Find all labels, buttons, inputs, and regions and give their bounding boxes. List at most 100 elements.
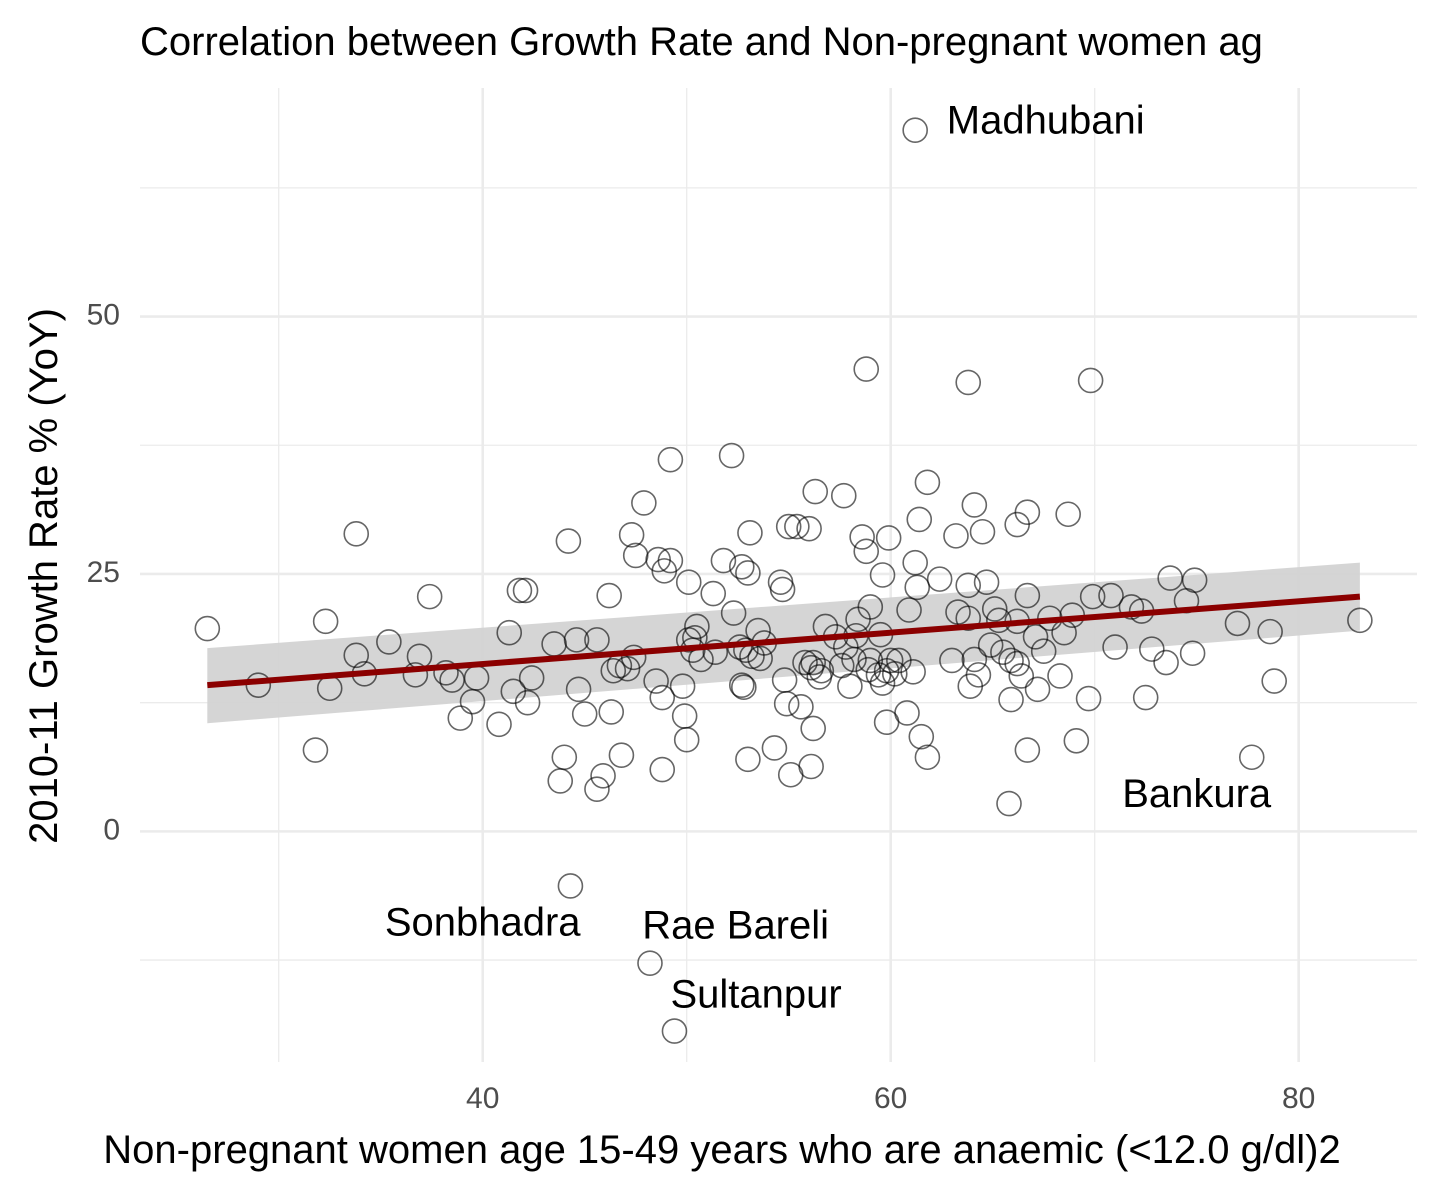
- data-point: [671, 703, 698, 729]
- data-point: [830, 482, 857, 509]
- data-point: [808, 657, 835, 684]
- trend-line-layer: [207, 593, 1361, 689]
- data-point: [700, 580, 727, 607]
- point-annotation: Madhubani: [947, 99, 1145, 143]
- data-point: [1047, 663, 1073, 689]
- data-point: [563, 627, 590, 653]
- data-point: [433, 660, 459, 686]
- data-point: [798, 753, 824, 780]
- annotations-layer: Madhubani Bankura Sonbhadra Rae Bareli Sulta…: [385, 99, 1272, 1017]
- data-point: [1118, 594, 1145, 620]
- data-point: [518, 665, 545, 691]
- data-point: [955, 572, 982, 599]
- data-point: [735, 746, 761, 773]
- data-point: [853, 356, 880, 382]
- data-point: [1030, 638, 1057, 664]
- data-point: [557, 873, 584, 899]
- x-tick-label: 60: [874, 1082, 907, 1115]
- data-point: [1132, 684, 1159, 711]
- data-point: [600, 657, 627, 684]
- data-point: [965, 662, 992, 688]
- data-point: [622, 542, 649, 569]
- data-point: [1014, 499, 1041, 525]
- data-point: [792, 649, 818, 676]
- data-point: [761, 735, 788, 761]
- data-point: [969, 518, 996, 545]
- data-point: [849, 524, 875, 550]
- data-point: [788, 693, 814, 720]
- data-point: [800, 649, 826, 676]
- data-point: [837, 673, 863, 699]
- data-point: [939, 647, 965, 674]
- data-point: [906, 506, 933, 533]
- data-point: [961, 646, 988, 673]
- data-point: [728, 553, 755, 580]
- data-point: [902, 549, 928, 576]
- data-point: [775, 513, 802, 540]
- data-point: [1102, 634, 1128, 660]
- data-point: [649, 684, 676, 711]
- data-point: [643, 668, 669, 694]
- data-point: [1075, 685, 1102, 712]
- tick-labels-layer: 40 60 80 0 25 50: [87, 298, 1316, 1115]
- data-point: [343, 521, 370, 547]
- data-point: [986, 607, 1012, 634]
- data-point: [649, 756, 676, 783]
- x-axis-label: Non-pregnant women age 15-49 years who a…: [103, 1128, 1340, 1172]
- data-point: [1257, 618, 1283, 645]
- data-point: [547, 768, 574, 794]
- data-point: [1079, 583, 1106, 610]
- data-point: [869, 562, 896, 588]
- data-point: [1098, 582, 1124, 609]
- data-point: [416, 583, 443, 610]
- data-point: [733, 637, 759, 663]
- data-point: [998, 647, 1024, 674]
- data-point: [747, 645, 773, 672]
- data-point: [1014, 582, 1041, 609]
- data-point: [769, 576, 796, 603]
- data-point: [902, 117, 928, 144]
- data-point: [673, 726, 700, 753]
- data-point: [998, 686, 1024, 713]
- data-point: [737, 519, 763, 546]
- data-point: [955, 369, 982, 396]
- data-point: [1014, 737, 1041, 763]
- data-point: [798, 654, 824, 681]
- chart-title: Correlation between Growth Rate and Non-…: [140, 20, 1263, 64]
- data-point: [598, 699, 625, 725]
- x-tick-label: 80: [1282, 1082, 1315, 1115]
- point-annotation: Rae Bareli: [642, 904, 829, 948]
- data-point: [996, 790, 1022, 817]
- data-point: [402, 662, 429, 688]
- data-point: [977, 632, 1004, 658]
- data-point: [773, 690, 800, 717]
- data-point: [302, 737, 329, 763]
- data-point: [571, 701, 598, 727]
- data-point: [735, 560, 761, 586]
- data-point: [1139, 636, 1165, 662]
- data-point: [684, 613, 710, 640]
- points-layer: [194, 117, 1373, 1044]
- data-point: [875, 525, 902, 551]
- data-point: [710, 547, 737, 574]
- y-axis-label: 2010-11 Growth Rate % (YoY): [22, 308, 66, 844]
- data-point: [1238, 744, 1265, 771]
- data-point: [973, 569, 1000, 596]
- data-point: [565, 676, 592, 703]
- point-annotation: Sonbhadra: [385, 901, 581, 945]
- data-point: [376, 629, 402, 655]
- data-point: [1224, 610, 1251, 637]
- data-point: [657, 446, 684, 473]
- data-point: [802, 478, 829, 505]
- data-point: [1347, 607, 1373, 634]
- data-point: [343, 642, 370, 669]
- data-point: [194, 615, 221, 642]
- data-point: [1179, 640, 1206, 667]
- data-point: [555, 528, 582, 554]
- data-point: [596, 582, 622, 609]
- data-point: [796, 515, 822, 542]
- data-point: [584, 627, 610, 653]
- data-point: [926, 566, 953, 592]
- data-point: [914, 744, 941, 771]
- data-point: [857, 647, 884, 674]
